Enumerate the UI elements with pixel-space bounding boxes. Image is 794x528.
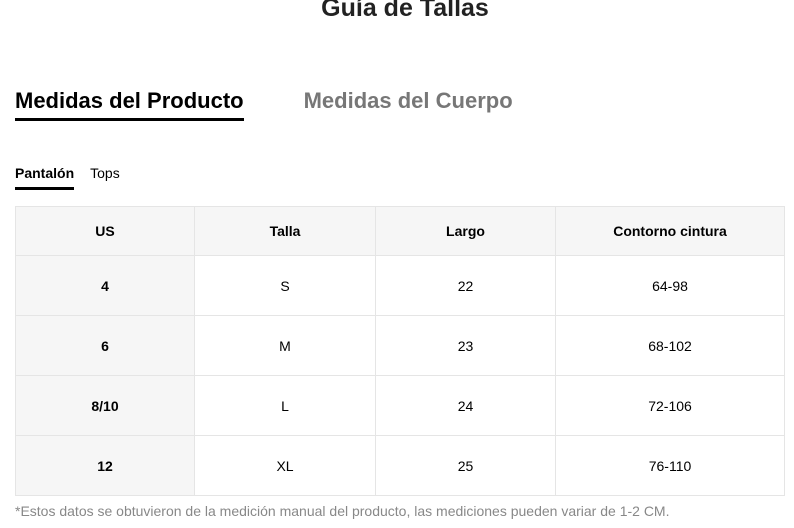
page-title: Guía de Tallas [321,0,489,22]
table-cell: XL [194,435,376,496]
table-cell: 8/10 [15,375,195,436]
table-cell: 64-98 [555,255,785,316]
tab-pants[interactable]: Pantalón [15,165,75,190]
table-cell: 76-110 [555,435,785,496]
table-cell: 24 [375,375,556,436]
table-row: 6 M 23 68-102 [15,315,785,376]
header-length: Largo [375,206,556,256]
tab-tops[interactable]: Tops [90,165,120,181]
header-waist: Contorno cintura [555,206,785,256]
table-cell: 12 [15,435,195,496]
tab-body-measurements[interactable]: Medidas del Cuerpo [303,88,513,113]
footnote: *Estos datos se obtuvieron de la medició… [15,503,670,519]
header-size: Talla [194,206,376,256]
table-cell: S [194,255,376,316]
tab-product-measurements[interactable]: Medidas del Producto [15,88,244,121]
table-cell: 68-102 [555,315,785,376]
table-cell: 25 [375,435,556,496]
measurement-tabs: Medidas del Producto Medidas del Cuerpo [15,88,513,121]
table-cell: 22 [375,255,556,316]
header-us: US [15,206,195,256]
table-row: 12 XL 25 76-110 [15,435,785,496]
table-cell: 23 [375,315,556,376]
table-cell: 6 [15,315,195,376]
table-cell: L [194,375,376,436]
table-row: 4 S 22 64-98 [15,255,785,316]
table-row: 8/10 L 24 72-106 [15,375,785,436]
category-tabs: Pantalón Tops [15,165,120,190]
table-cell: M [194,315,376,376]
table-cell: 72-106 [555,375,785,436]
size-table: US Talla Largo Contorno cintura 4 S 22 64-9… [15,206,785,496]
table-cell: 4 [15,255,195,316]
